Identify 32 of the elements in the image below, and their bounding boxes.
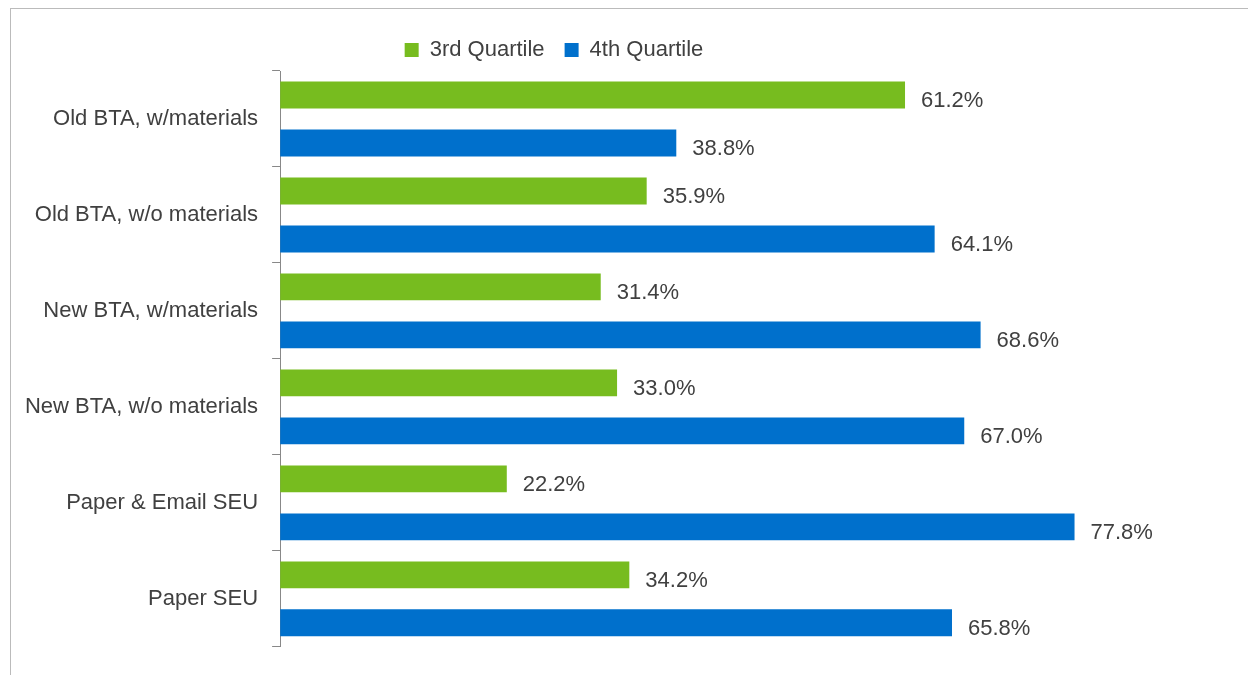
bar [280,369,618,397]
bar [280,609,952,637]
legend-label: 4th Quartile [589,36,704,62]
bar [280,417,965,445]
data-label: 61.2% [921,87,984,113]
data-label: 35.9% [662,183,726,209]
y-tick-label: Paper SEU [148,584,259,610]
bar [280,273,601,301]
data-label: 31.4% [616,278,680,304]
y-tick-label: New BTA, w/materials [43,296,259,322]
bar [280,177,647,205]
bar [280,561,630,589]
data-label: 67.0% [980,422,1043,448]
y-tick-label: Old BTA, w/o materials [34,201,259,227]
y-tick-label: Paper & Email SEU [66,488,259,514]
data-label: 22.2% [522,470,586,496]
bar [280,513,1075,541]
data-label: 38.8% [692,135,755,161]
bar [280,129,677,157]
data-label: 33.0% [633,374,696,400]
y-tick-label: New BTA, w/o materials [24,392,259,418]
data-label: 65.8% [968,614,1031,640]
bar [280,321,981,349]
data-label: 68.6% [996,326,1059,352]
data-label: 64.1% [950,231,1014,256]
y-tick-label: Old BTA, w/materials [53,105,259,131]
bar [280,225,935,253]
legend-label: 3rd Quartile [429,36,545,62]
data-label: 34.2% [645,566,708,592]
data-label: 77.8% [1090,518,1153,544]
bar [280,465,507,493]
bar [280,81,906,109]
